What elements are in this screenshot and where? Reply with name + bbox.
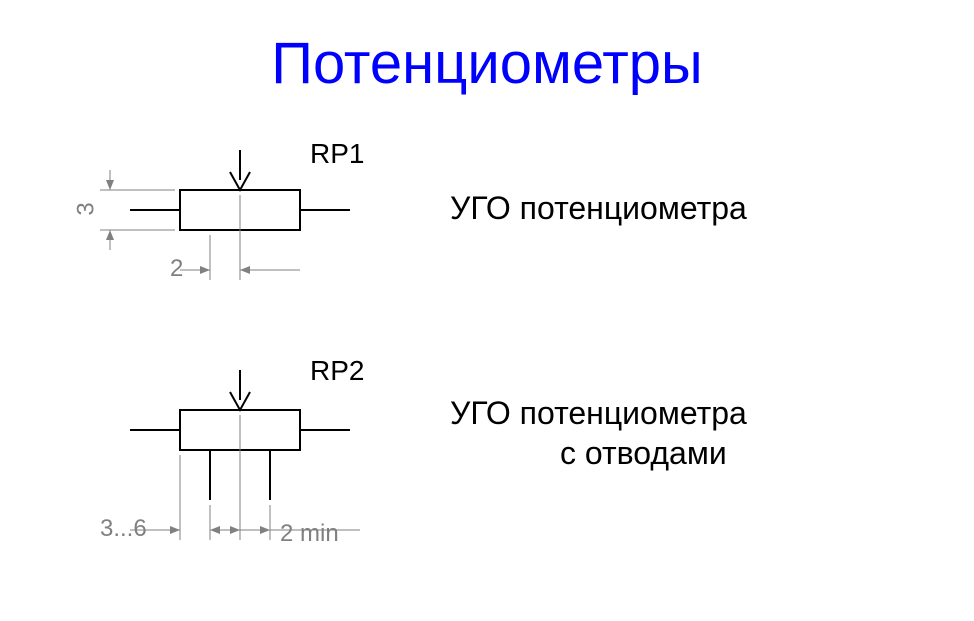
desc-rp2-line2: с отводами [560, 435, 727, 472]
dim-36-arrow-l2 [210, 526, 220, 534]
dim-2min-arrow-l [230, 526, 240, 534]
page-title: Потенциометры [0, 30, 974, 97]
dim-2-arrow-right [200, 266, 210, 274]
dim-label-2: 2 [170, 255, 183, 283]
dim-label-2min: 2 min [280, 520, 339, 548]
dim-3-arrow-down [106, 180, 114, 190]
dim-2-arrow-left [240, 266, 250, 274]
ref-rp1: RP1 [310, 138, 364, 170]
dim-label-3: 3 [73, 202, 101, 215]
ref-rp2: RP2 [310, 355, 364, 387]
dim-3-arrow-up [106, 230, 114, 240]
dim-36-arrow-r [170, 526, 180, 534]
desc-rp2-line1: УГО потенциометра [450, 395, 747, 432]
dim-36-arrow-r2 [260, 526, 270, 534]
desc-rp1: УГО потенциометра [450, 190, 747, 227]
dim-label-36: 3...6 [100, 515, 147, 543]
